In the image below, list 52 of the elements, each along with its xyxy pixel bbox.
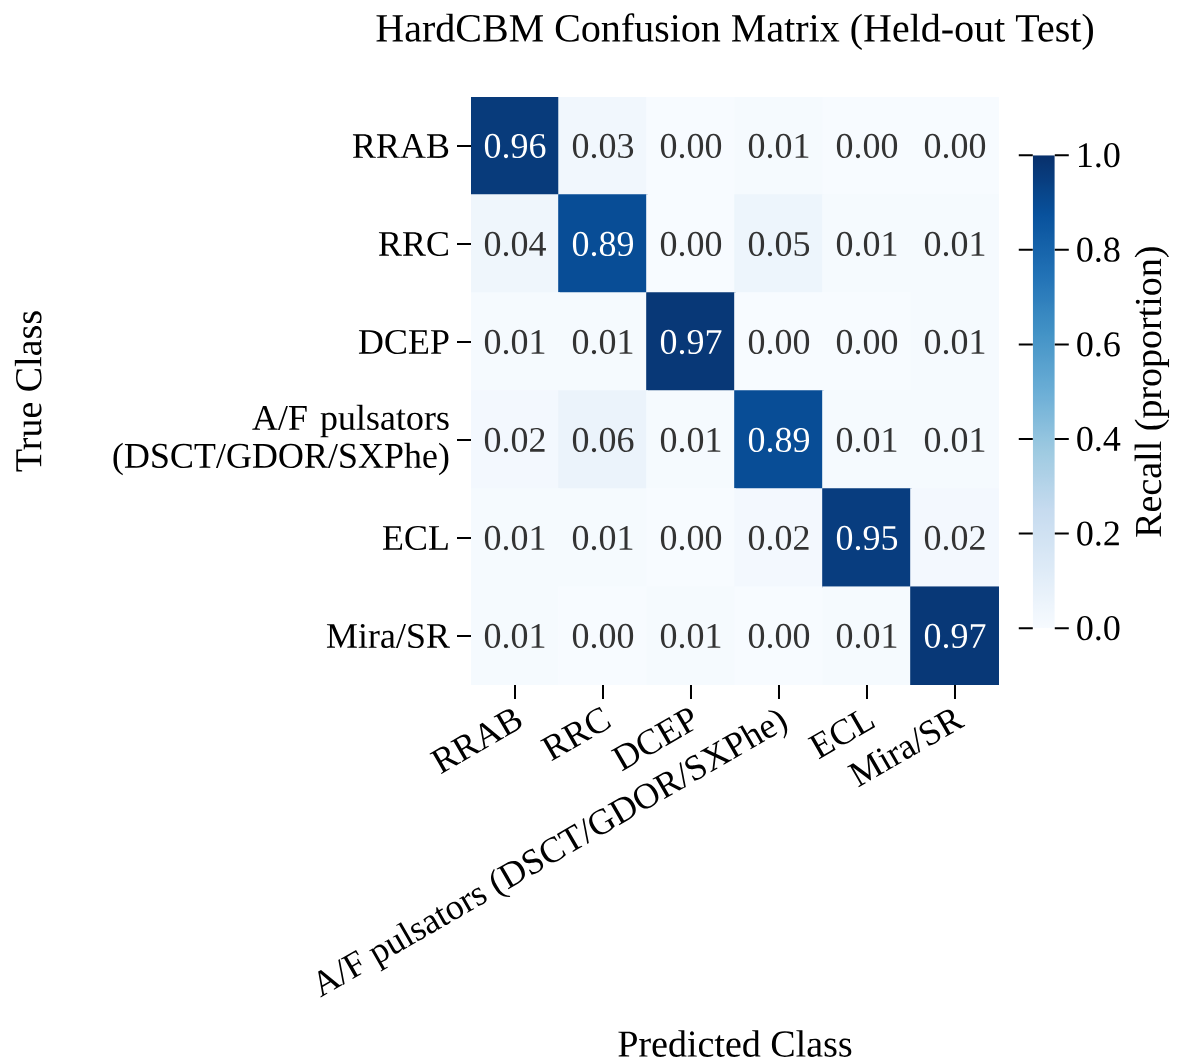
data-label: 0.04 [484,231,546,257]
y-tick-label: RRC [378,231,448,257]
y-tick-label: Mira/SR [326,623,450,649]
data-label: 0.96 [484,133,546,159]
y-axis-title: True Class [14,311,42,472]
data-label: 0.01 [836,427,897,453]
data-label: 0.00 [660,133,722,159]
data-label: 0.01 [484,329,545,355]
data-label: 0.02 [748,525,809,551]
data-label: 0.00 [748,623,810,649]
data-label: 0.01 [836,231,897,257]
data-label: 0.02 [484,427,545,453]
color-bar-label: 0.2 [1077,521,1119,546]
x-axis-title: Predicted Class [618,1030,852,1057]
y-tick-label: ECL [382,525,448,551]
data-label: 0.01 [924,329,985,355]
data-label: 0.95 [836,525,898,551]
data-label: 0.89 [748,427,810,453]
data-label: 0.00 [836,133,898,159]
data-label: 0.06 [572,427,634,453]
data-label: 0.00 [924,133,986,159]
color-bar-title: Recall (proportion) [1134,247,1170,537]
color-bar-label: 0.6 [1077,332,1120,357]
data-label: 0.00 [836,329,898,355]
color-bar-label: 0.0 [1077,615,1120,641]
y-tick-label: RRAB [352,134,449,158]
data-label: 0.01 [660,427,721,453]
data-label: 0.00 [660,525,722,551]
data-label: 0.00 [748,329,810,355]
data-label: 0.97 [660,329,722,355]
data-label: 0.01 [748,133,809,159]
data-label: 0.00 [572,623,634,649]
data-label: 0.01 [572,525,633,551]
color-bar-label: 1.0 [1079,142,1120,168]
data-label: 0.01 [484,525,545,551]
y-tick-label: A/F pulsators (DSCT/GDOR/SXPhe) [113,404,449,476]
data-label: 0.89 [572,231,634,257]
data-label: 0.01 [572,329,633,355]
data-label: 0.01 [924,231,985,257]
data-label: 0.02 [924,525,985,551]
data-label: 0.01 [924,427,985,453]
data-label: 0.03 [572,133,634,159]
color-bar-label: 0.4 [1077,426,1121,452]
color-bar-label: 0.8 [1077,237,1120,263]
data-label: 0.01 [484,623,545,649]
y-tick-label: DCEP [358,329,449,355]
chart-title: HardCBM Confusion Matrix (Held-out Test) [376,13,1093,50]
data-label: 0.00 [660,231,722,257]
data-label: 0.01 [836,623,897,649]
data-label: 0.97 [924,623,986,649]
data-label: 0.05 [748,231,810,257]
data-label: 0.01 [660,623,721,649]
